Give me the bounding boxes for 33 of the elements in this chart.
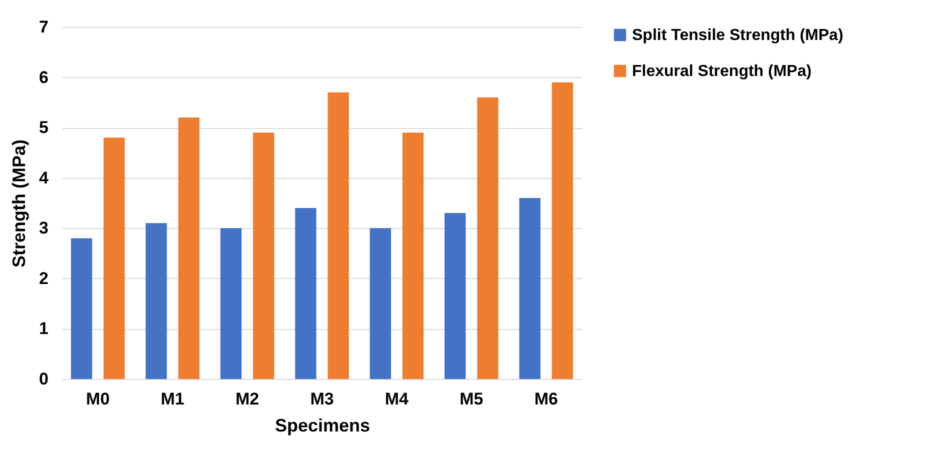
y-tick-label: 3 — [39, 218, 48, 238]
bar — [220, 228, 242, 379]
bar — [328, 92, 349, 379]
y-tick-label: 6 — [39, 68, 48, 87]
x-tick-label: M1 — [160, 390, 184, 408]
x-tick-label: M3 — [310, 390, 334, 408]
legend-label: Split Tensile Strength (MPa) — [632, 27, 844, 44]
x-axis-title: Specimens — [274, 416, 370, 436]
x-tick-label: M5 — [460, 390, 484, 408]
bar — [370, 228, 392, 379]
x-tick-label: M2 — [235, 390, 260, 408]
x-tick-label: M6 — [534, 390, 558, 408]
bar — [552, 82, 574, 379]
x-tick-label: M0 — [86, 390, 110, 408]
y-tick-label: 1 — [39, 319, 48, 338]
bar — [519, 198, 540, 379]
bar — [444, 213, 466, 379]
y-tick-label: 2 — [39, 268, 48, 288]
legend-label: Flexural Strength (MPa) — [632, 63, 812, 80]
bar — [295, 208, 316, 379]
bar — [252, 132, 274, 379]
y-tick-label: 0 — [39, 370, 48, 388]
bar — [146, 223, 167, 379]
bar — [104, 138, 125, 379]
y-tick-label: 4 — [39, 168, 50, 188]
y-axis-title: Strength (MPa) — [9, 140, 30, 268]
y-tick-label: 5 — [39, 118, 48, 138]
bar — [477, 97, 498, 379]
bar — [178, 118, 200, 379]
bar — [70, 238, 92, 379]
bar — [402, 132, 424, 379]
y-tick-label: 7 — [39, 18, 48, 36]
x-tick-label: M4 — [384, 390, 410, 408]
